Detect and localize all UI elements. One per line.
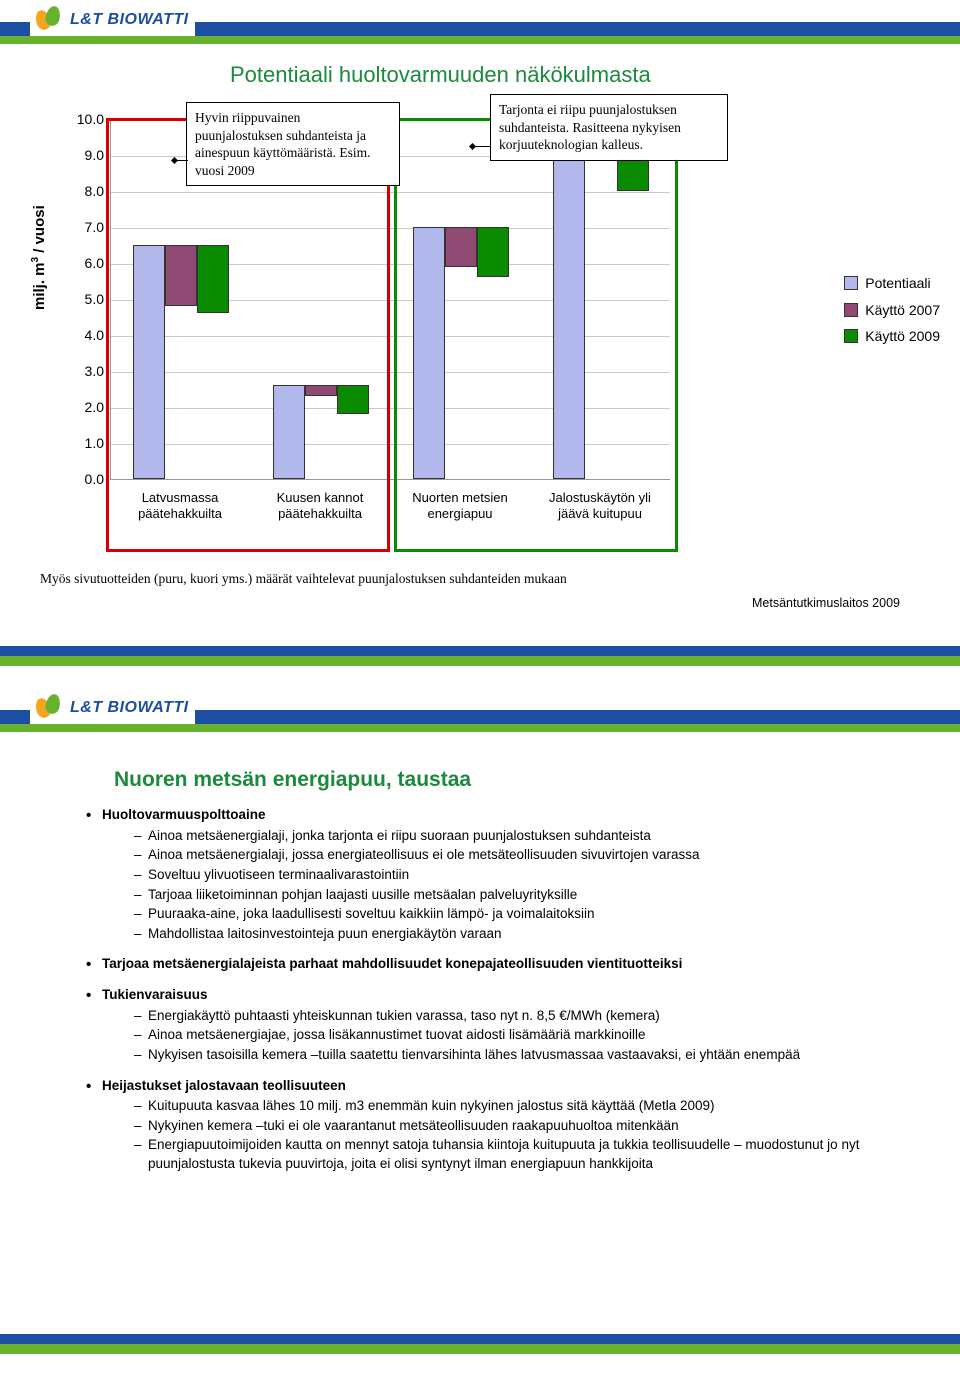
y-tick: 7.0 <box>68 219 104 235</box>
header-band: L&T BIOWATTI <box>0 688 960 748</box>
sub-bullet: Mahdollistaa laitosinvestointeja puun en… <box>134 925 886 944</box>
bullet-item: Tukienvaraisuus Energiakäyttö puhtaasti y… <box>86 986 886 1065</box>
footer-stripe-blue <box>0 1334 960 1344</box>
brand-name: L&T BIOWATTI <box>70 699 189 717</box>
brand-logo: L&T BIOWATTI <box>30 4 195 36</box>
sub-bullet: Kuitupuuta kasvaa lähes 10 milj. m3 enem… <box>134 1097 886 1116</box>
brand-logo: L&T BIOWATTI <box>30 692 195 724</box>
bullet-item: Huoltovarmuuspolttoaine Ainoa metsäenergi… <box>86 806 886 943</box>
slide-2: L&T BIOWATTI Nuoren metsän energiapuu, t… <box>0 688 960 1368</box>
footer-stripe-green <box>0 1344 960 1354</box>
bullet-lead: Huoltovarmuuspolttoaine <box>86 806 886 825</box>
footer-stripe-blue <box>0 646 960 656</box>
y-tick: 5.0 <box>68 291 104 307</box>
chart: milj. m3 / vuosi Hyvin riippuvainen puun… <box>110 110 810 570</box>
sub-bullet: Tarjoaa liiketoiminnan pohjan laajasti u… <box>134 886 886 905</box>
x-label: Nuorten metsien energiapuu <box>395 490 525 523</box>
footer-band <box>0 1330 960 1354</box>
legend-label: Käyttö 2009 <box>865 323 940 350</box>
bullet-lead: Tukienvaraisuus <box>86 986 886 1005</box>
logo-mark-icon <box>36 694 64 722</box>
legend-swatch <box>844 276 858 290</box>
y-tick: 8.0 <box>68 183 104 199</box>
y-tick: 3.0 <box>68 363 104 379</box>
footer-band <box>0 642 960 666</box>
logo-mark-icon <box>36 6 64 34</box>
y-tick: 9.0 <box>68 147 104 163</box>
header-stripe-green <box>0 724 960 732</box>
y-tick: 4.0 <box>68 327 104 343</box>
x-label: Latvusmassa päätehakkuilta <box>115 490 245 523</box>
y-tick: 10.0 <box>68 111 104 127</box>
sub-bullet: Energiapuutoimijoiden kautta on mennyt s… <box>134 1136 886 1173</box>
legend-label: Käyttö 2007 <box>865 297 940 324</box>
bullet-item: Tarjoaa metsäenergialajeista parhaat mah… <box>86 955 886 974</box>
slide2-body: Huoltovarmuuspolttoaine Ainoa metsäenergi… <box>86 806 886 1186</box>
x-label: Kuusen kannot päätehakkuilta <box>255 490 385 523</box>
sub-bullet: Nykyinen kemera –tuki ei ole vaarantanut… <box>134 1117 886 1136</box>
slide-1: L&T BIOWATTI Potentiaali huoltovarmuuden… <box>0 0 960 680</box>
header-stripe-green <box>0 36 960 44</box>
y-tick: 2.0 <box>68 399 104 415</box>
legend-item: Käyttö 2007 <box>844 297 940 324</box>
legend-label: Potentiaali <box>865 270 930 297</box>
legend: Potentiaali Käyttö 2007 Käyttö 2009 <box>844 270 940 350</box>
y-tick: 1.0 <box>68 435 104 451</box>
sub-bullet: Puuraaka-aine, joka laadullisesti sovelt… <box>134 905 886 924</box>
sub-bullet: Energiakäyttö puhtaasti yhteiskunnan tuk… <box>134 1007 886 1026</box>
y-axis-label: milj. m3 / vuosi <box>30 205 48 310</box>
bullet-lead: Heijastukset jalostavaan teollisuuteen <box>86 1077 886 1096</box>
legend-swatch <box>844 329 858 343</box>
slide2-title: Nuoren metsän energiapuu, taustaa <box>114 768 471 792</box>
brand-name: L&T BIOWATTI <box>70 11 189 29</box>
legend-item: Käyttö 2009 <box>844 323 940 350</box>
bullet-item: Heijastukset jalostavaan teollisuuteenKu… <box>86 1077 886 1174</box>
bullet-lead: Tarjoaa metsäenergialajeista parhaat mah… <box>86 955 886 974</box>
legend-swatch <box>844 303 858 317</box>
sub-bullet: Nykyisen tasoisilla kemera –tuilla saate… <box>134 1046 886 1065</box>
footnote-left: Myös sivutuotteiden (puru, kuori yms.) m… <box>40 570 567 588</box>
sub-bullet: Ainoa metsäenergiajae, jossa lisäkannust… <box>134 1026 886 1045</box>
header-band: L&T BIOWATTI <box>0 0 960 60</box>
sub-bullet: Ainoa metsäenergialaji, jossa energiateo… <box>134 846 886 865</box>
y-tick: 0.0 <box>68 471 104 487</box>
footnote-right: Metsäntutkimuslaitos 2009 <box>752 596 900 610</box>
callout-left: Hyvin riippuvainen puunjalostuksen suhda… <box>186 102 400 186</box>
sub-bullet: Ainoa metsäenergialaji, jonka tarjonta e… <box>134 827 886 846</box>
slide1-title: Potentiaali huoltovarmuuden näkökulmasta <box>230 62 651 88</box>
legend-item: Potentiaali <box>844 270 940 297</box>
callout-right: Tarjonta ei riipu puunjalostuksen suhdan… <box>490 94 728 161</box>
footer-stripe-green <box>0 656 960 666</box>
green-highlight-box <box>394 118 678 552</box>
sub-bullet: Soveltuu ylivuotiseen terminaalivarastoi… <box>134 866 886 885</box>
x-label: Jalostuskäytön yli jäävä kuitupuu <box>535 490 665 523</box>
y-tick: 6.0 <box>68 255 104 271</box>
